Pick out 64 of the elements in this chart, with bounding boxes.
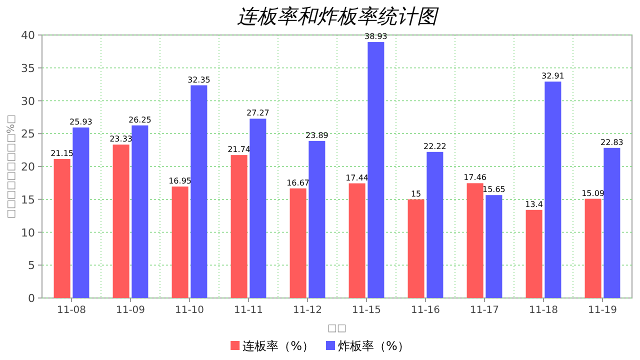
bar [426, 152, 444, 298]
data-label: 26.25 [128, 115, 152, 124]
x-tick-label: 11-09 [116, 305, 146, 316]
data-label: 25.93 [69, 118, 92, 127]
y-tick-label: 0 [28, 292, 35, 305]
data-label: 21.15 [50, 148, 74, 158]
data-label: 15.09 [582, 188, 605, 198]
data-label: 13.4 [525, 200, 543, 209]
y-tick-label: 5 [28, 259, 35, 272]
data-label: 38.93 [364, 32, 388, 42]
data-label: 27.27 [246, 108, 270, 118]
x-tick-label: 11-11 [234, 305, 264, 316]
data-label: 22.83 [600, 138, 624, 147]
x-tick-label: 11-12 [292, 305, 322, 316]
y-tick-label: 10 [21, 226, 35, 240]
data-label: 22.22 [423, 142, 446, 151]
x-tick-label: 11-18 [528, 305, 558, 316]
bar [408, 199, 424, 298]
bar [308, 140, 326, 298]
bar [466, 183, 484, 298]
y-tick-label: 40 [21, 29, 35, 42]
legend-label: 连板率（%） [242, 339, 314, 353]
bar [190, 85, 208, 298]
data-label: 17.46 [464, 173, 487, 182]
y-tick-label: 15 [21, 193, 35, 206]
data-label: 23.33 [110, 134, 133, 144]
bar [250, 118, 266, 298]
bar [72, 128, 90, 298]
bar [172, 186, 188, 298]
bar [348, 183, 366, 298]
y-tick-label: 25 [21, 128, 35, 141]
x-tick-label: 11-15 [352, 305, 382, 316]
bar [526, 210, 542, 298]
y-tick-label: 20 [21, 160, 35, 174]
chart-title: 连板率和炸板率统计图 [237, 4, 439, 28]
data-label: 16.95 [168, 176, 192, 186]
x-tick-label: 11-10 [174, 305, 204, 316]
bar [584, 198, 602, 298]
data-label: 21.74 [228, 145, 251, 154]
data-label: 15.65 [482, 185, 506, 194]
x-tick-label: 11-17 [470, 305, 500, 316]
x-tick-label: 11-19 [588, 305, 618, 316]
data-label: 32.91 [541, 72, 564, 81]
bar [230, 155, 248, 298]
legend-label: 炸板率（%） [338, 339, 410, 353]
x-axis-title: □□ [328, 323, 346, 334]
data-label: 15 [410, 189, 422, 198]
bar [486, 195, 502, 298]
bar [112, 144, 130, 298]
bar [132, 125, 148, 298]
data-label: 32.35 [187, 75, 210, 84]
bar [290, 188, 306, 298]
y-axis-title: □□□□□□□□□%□ [6, 114, 17, 218]
bar [544, 82, 562, 298]
data-label: 16.67 [286, 178, 310, 188]
y-tick-label: 30 [21, 94, 35, 108]
y-tick-label: 35 [21, 62, 35, 75]
bar [368, 42, 384, 298]
data-label: 17.44 [346, 173, 369, 182]
bar [54, 158, 70, 298]
x-tick-label: 11-08 [56, 305, 86, 316]
data-label: 23.89 [305, 130, 328, 140]
x-tick-label: 11-16 [410, 305, 440, 316]
bar [604, 148, 620, 298]
